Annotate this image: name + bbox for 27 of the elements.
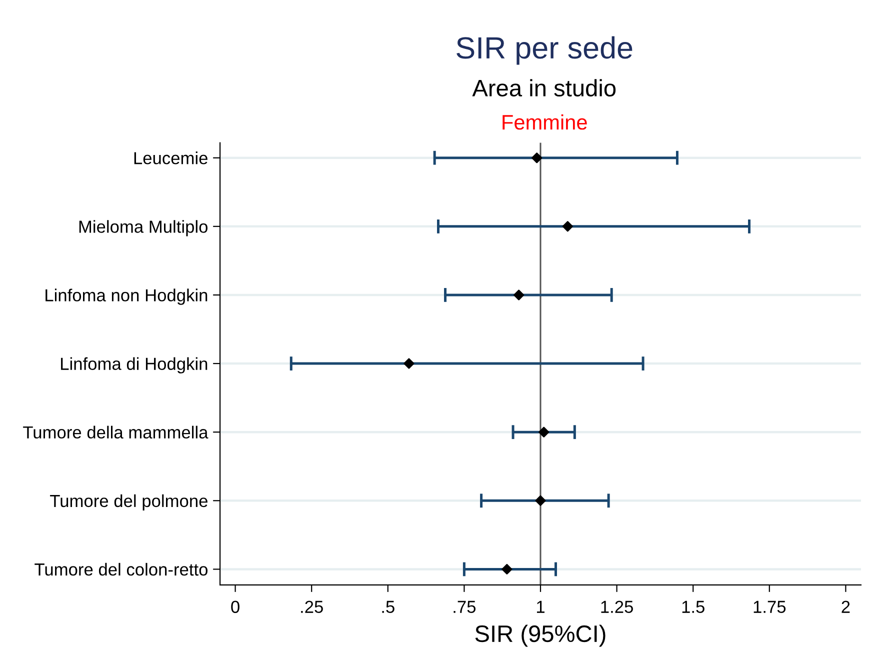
x-tick-label: 0	[231, 600, 240, 614]
point	[404, 358, 414, 369]
x-axis-title: SIR (95%CI)	[475, 624, 606, 647]
chart-title: SIR per sede	[456, 36, 632, 65]
point	[538, 426, 550, 438]
x-tick-label: .5	[382, 600, 394, 614]
chart-subtitle: Area in studio	[472, 79, 616, 97]
point	[514, 290, 524, 300]
point	[535, 495, 546, 506]
x-tick-label: 1	[536, 600, 544, 613]
point	[562, 221, 573, 232]
x-tick-label: 2	[842, 600, 850, 613]
y-tick-label: Mieloma Multiplo	[79, 220, 208, 236]
point	[532, 152, 542, 164]
y-tick-label: Tumore della mammella	[23, 426, 208, 439]
y-tick-label: Tumore del polmone	[50, 494, 208, 511]
x-tick-label: .25	[301, 600, 323, 614]
text: Femmine	[502, 114, 587, 130]
x-tick-label: .75	[454, 600, 476, 614]
x-tick-label: 1.5	[682, 600, 704, 614]
y-tick-label: Linfoma non Hodgkin	[46, 288, 208, 305]
y-tick-label: Leucemie	[134, 152, 208, 164]
y-tick-label: Linfoma di Hodgkin	[61, 357, 208, 374]
point	[502, 564, 512, 575]
x-tick-label: 1.25	[601, 600, 633, 614]
x-tick-label: 1.75	[754, 600, 786, 614]
y-tick-label: Tumore del colon-retto	[34, 562, 208, 576]
